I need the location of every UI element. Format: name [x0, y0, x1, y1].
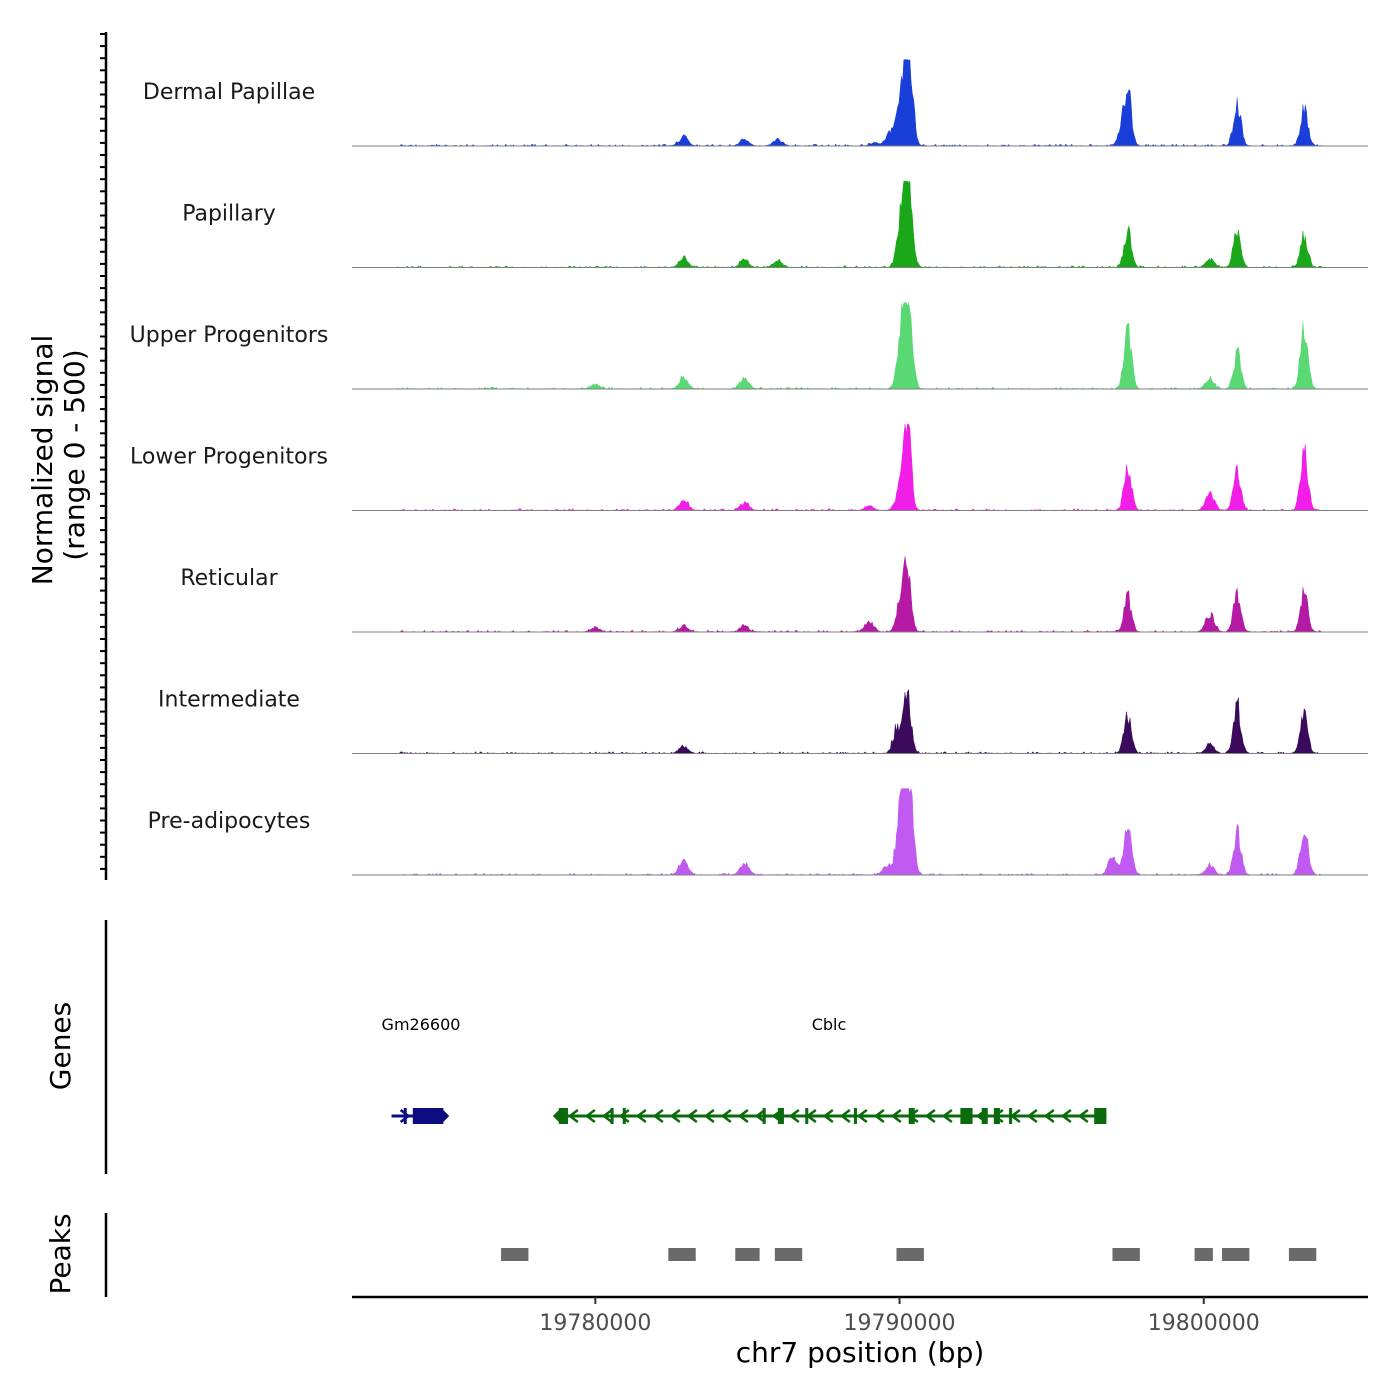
signal-y-axis	[100, 32, 108, 880]
peak-region	[1194, 1248, 1213, 1261]
x-axis-title: chr7 position (bp)	[736, 1336, 985, 1369]
gene-label: Cblc	[812, 1015, 847, 1034]
strand-arrow	[669, 1109, 681, 1123]
x-tick-label: 19800000	[1148, 1311, 1260, 1336]
track-label: Reticular	[180, 566, 278, 591]
gene-exon	[1094, 1108, 1107, 1124]
strand-arrow	[703, 1109, 715, 1123]
gene-exon	[981, 1108, 988, 1124]
gene-exon	[777, 1108, 784, 1124]
strand-arrow	[839, 1109, 851, 1123]
track-label: Dermal Papillae	[143, 80, 315, 105]
strand-arrow	[924, 1109, 936, 1123]
gene-exon	[762, 1108, 766, 1124]
track-label: Papillary	[182, 202, 276, 227]
peaks-axis-title: Peaks	[44, 1213, 77, 1294]
track-reticular: Reticular	[180, 556, 1368, 633]
gene-exon	[1009, 1108, 1013, 1124]
x-tick-label: 19780000	[539, 1311, 651, 1336]
gene-exon	[805, 1108, 809, 1124]
track-signal-area	[397, 556, 1323, 633]
track-signal-area	[397, 788, 1323, 876]
track-papillary: Papillary	[182, 180, 1368, 268]
track-label: Pre-adipocytes	[148, 809, 311, 834]
strand-arrow	[1026, 1109, 1038, 1123]
strand-arrow	[737, 1109, 749, 1123]
peak-region	[774, 1248, 803, 1261]
y-axis-title-line2: (range 0 - 500)	[58, 349, 91, 560]
coverage-tracks: Dermal Papillae Papillary Upper Progenitor…	[130, 59, 1368, 876]
track-label: Intermediate	[158, 688, 300, 713]
strand-arrow	[856, 1109, 868, 1123]
strand-arrow	[1043, 1109, 1055, 1123]
strand-arrow	[652, 1109, 664, 1123]
strand-arrow	[822, 1109, 834, 1123]
gene-exon	[908, 1108, 915, 1124]
track-label: Upper Progenitors	[130, 323, 329, 348]
gene-end-arrow	[552, 1108, 561, 1124]
peak-region	[668, 1248, 696, 1261]
strand-arrow	[1060, 1109, 1072, 1123]
strand-arrow	[873, 1109, 885, 1123]
x-tick-label: 19790000	[844, 1311, 956, 1336]
strand-arrow	[686, 1109, 698, 1123]
strand-arrow	[754, 1109, 766, 1123]
strand-arrow	[890, 1109, 902, 1123]
gene-cblc: Cblc	[552, 1015, 1107, 1124]
gene-end-arrow	[441, 1108, 450, 1124]
x-axis: 19780000 19790000 19800000	[352, 1295, 1368, 1336]
strand-arrow	[601, 1109, 613, 1123]
gene-label: Gm26600	[382, 1015, 461, 1034]
gene-exon	[610, 1108, 614, 1124]
track-signal-area	[397, 423, 1323, 511]
gene-exon	[622, 1108, 626, 1124]
peak-region	[501, 1248, 529, 1261]
strand-arrow	[635, 1109, 647, 1123]
genes-axis-title: Genes	[44, 1002, 77, 1090]
gene-exon	[558, 1108, 568, 1124]
strand-arrow	[941, 1109, 953, 1123]
strand-arrow	[567, 1109, 579, 1123]
track-upper-progenitors: Upper Progenitors	[130, 302, 1368, 390]
peak-region	[1288, 1248, 1317, 1261]
track-signal-area	[397, 302, 1323, 390]
track-intermediate: Intermediate	[158, 688, 1368, 754]
track-signal-area	[397, 180, 1323, 268]
peak-region	[896, 1248, 924, 1261]
genes-panel: Gm26600 Cblc	[104, 920, 1107, 1174]
gene-exon	[412, 1108, 444, 1124]
strand-arrow	[1077, 1109, 1089, 1123]
gene-gm26600: Gm26600	[382, 1015, 461, 1124]
track-pre-adipocytes: Pre-adipocytes	[148, 788, 1368, 876]
gene-exon	[960, 1108, 973, 1124]
peaks-panel	[104, 1213, 1317, 1297]
strand-arrow	[584, 1109, 596, 1123]
peak-region	[1221, 1248, 1250, 1261]
strand-arrow	[618, 1109, 630, 1123]
track-signal-area	[397, 59, 1323, 147]
gene-exon	[853, 1108, 857, 1124]
track-dermal-papillae: Dermal Papillae	[143, 59, 1368, 147]
strand-arrow	[399, 1109, 411, 1123]
strand-arrow	[788, 1109, 800, 1123]
gene-exon	[993, 1108, 1000, 1124]
peak-region	[1112, 1248, 1140, 1261]
gene-exon	[403, 1108, 407, 1124]
track-label: Lower Progenitors	[130, 445, 328, 470]
track-lower-progenitors: Lower Progenitors	[130, 423, 1368, 511]
track-signal-area	[397, 688, 1323, 754]
strand-arrow	[720, 1109, 732, 1123]
peak-region	[735, 1248, 760, 1261]
y-axis-title-line1: Normalized signal	[26, 335, 59, 586]
